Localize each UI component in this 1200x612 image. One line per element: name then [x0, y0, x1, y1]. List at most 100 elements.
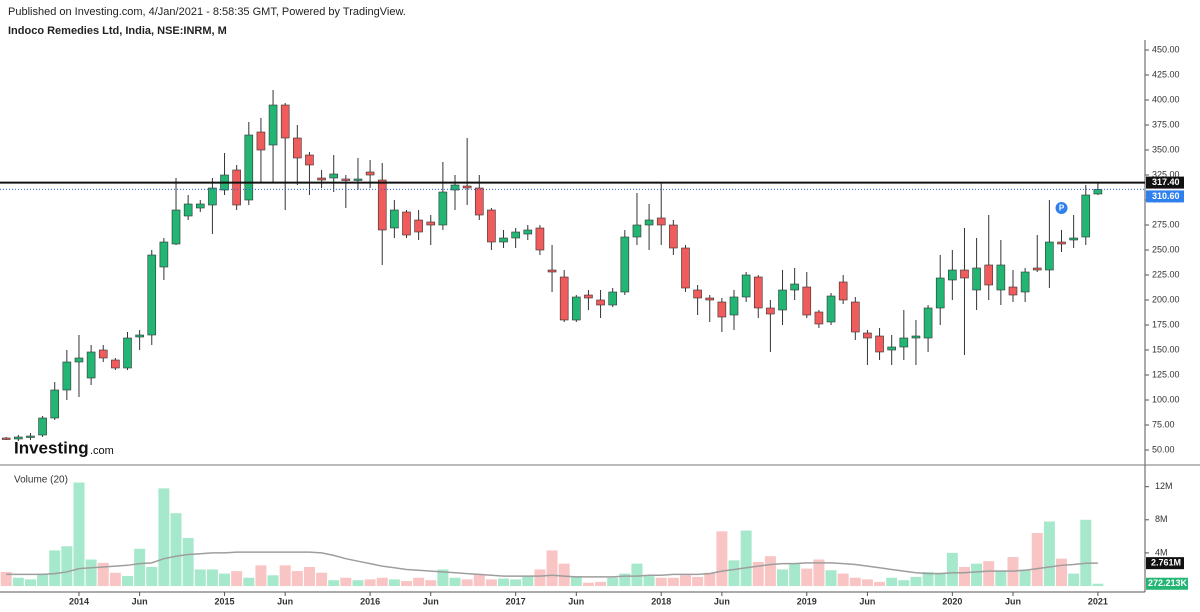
- y2-tick-label: 12M: [1155, 481, 1173, 491]
- logo-brand: Investing: [14, 438, 89, 457]
- volume-bar: [122, 576, 133, 586]
- y-tick-label: 400.00: [1152, 94, 1180, 104]
- candle-body: [705, 297, 715, 301]
- volume-bar: [983, 561, 995, 586]
- volume-bar: [85, 559, 97, 586]
- candle-body: [159, 241, 169, 268]
- volume-bar: [789, 563, 801, 586]
- y-tick-label: 50.00: [1152, 444, 1175, 454]
- candle-body: [86, 351, 96, 379]
- y2-tick-label: 8M: [1155, 514, 1168, 524]
- y-tick-label: 200.00: [1152, 294, 1180, 304]
- volume-bar: [1019, 569, 1031, 586]
- candle-body: [38, 417, 47, 436]
- x-tick-label: Jun: [277, 596, 293, 606]
- volume-bar: [898, 580, 910, 586]
- candle-body: [268, 104, 278, 146]
- x-tick-label: Jun: [132, 596, 148, 606]
- volume-bar: [522, 576, 534, 586]
- candle-body: [766, 307, 775, 315]
- candle-body: [535, 227, 545, 251]
- volume-bar: [764, 556, 776, 586]
- volume-bar: [0, 571, 12, 586]
- candle-body: [329, 173, 339, 179]
- volume-bar: [510, 579, 522, 586]
- x-tick-label: 2016: [360, 596, 380, 606]
- candle-body: [244, 134, 254, 201]
- candle-body: [863, 332, 872, 339]
- y-tick-label: 75.00: [1152, 419, 1175, 429]
- y-tick-label: 375.00: [1152, 119, 1180, 129]
- candle-body: [414, 219, 423, 233]
- volume-bar: [837, 573, 849, 586]
- candle-body: [317, 177, 326, 181]
- volume-ma-tag: [1146, 557, 1184, 570]
- volume-bar: [206, 569, 218, 586]
- volume-bar: [352, 580, 364, 586]
- volume-bar: [413, 577, 425, 586]
- x-tick-label: 2015: [215, 596, 235, 606]
- candle-body: [1020, 271, 1030, 293]
- volume-bar: [449, 577, 461, 586]
- x-tick-label: 2017: [506, 596, 526, 606]
- candle-body: [875, 335, 884, 353]
- volume-bar: [437, 569, 449, 586]
- candle-body: [838, 281, 848, 301]
- published-note: Published on Investing.com, 4/Jan/2021 -…: [8, 6, 406, 18]
- annotation-marker: [1055, 202, 1068, 214]
- volume-bar: [1056, 558, 1068, 586]
- y-tick-label: 150.00: [1152, 344, 1180, 354]
- x-tick-label: Jun: [859, 596, 875, 606]
- candle-body: [487, 209, 496, 243]
- candle-body: [377, 179, 387, 231]
- volume-bar: [219, 573, 231, 586]
- y-tick-label: 425.00: [1152, 69, 1180, 79]
- volume-bar: [910, 576, 922, 586]
- volume-bar: [170, 513, 182, 586]
- volume-bar: [328, 580, 340, 586]
- candle-body: [462, 185, 472, 189]
- last-volume-label: 272.213K: [1148, 578, 1188, 588]
- candle-body: [293, 137, 302, 159]
- volume-bar: [716, 531, 728, 586]
- y-tick-label: 450.00: [1152, 44, 1180, 54]
- candle-body: [353, 178, 363, 181]
- volume-bar: [473, 574, 485, 586]
- candle-body: [814, 311, 824, 325]
- candle-body: [559, 276, 569, 321]
- volume-bar: [546, 550, 558, 586]
- candle-body: [438, 191, 448, 226]
- candle-body: [644, 219, 654, 226]
- volume-bar: [1068, 573, 1080, 586]
- candle-body: [511, 231, 520, 239]
- candle-body: [984, 264, 994, 286]
- candle-body: [608, 291, 618, 306]
- volume-bar: [24, 579, 36, 586]
- volume-bar: [425, 580, 437, 586]
- candle-body: [620, 236, 630, 293]
- candle-body: [669, 224, 678, 249]
- candle-body: [365, 171, 375, 176]
- candle-body: [62, 361, 72, 391]
- volume-bar: [1043, 521, 1055, 586]
- volume-bar: [886, 577, 898, 586]
- candle-body: [402, 211, 411, 236]
- candle-body: [256, 131, 266, 151]
- y2-tick-label: 4M: [1155, 547, 1168, 557]
- volume-bar: [303, 566, 315, 586]
- candle-body: [632, 224, 642, 238]
- volume-bar: [752, 562, 764, 586]
- volume-bar: [667, 577, 679, 586]
- candle-body: [341, 178, 351, 181]
- volume-bar: [485, 579, 497, 586]
- candle-body: [305, 154, 314, 166]
- volume-ma-line: [6, 551, 1098, 578]
- candle-body: [426, 221, 436, 226]
- volume-bar: [801, 568, 813, 586]
- y-tick-label: 100.00: [1152, 394, 1180, 404]
- candle-body: [147, 254, 157, 336]
- volume-bar: [158, 488, 170, 586]
- annotation-label: P: [1059, 204, 1065, 213]
- candle-body: [111, 359, 120, 369]
